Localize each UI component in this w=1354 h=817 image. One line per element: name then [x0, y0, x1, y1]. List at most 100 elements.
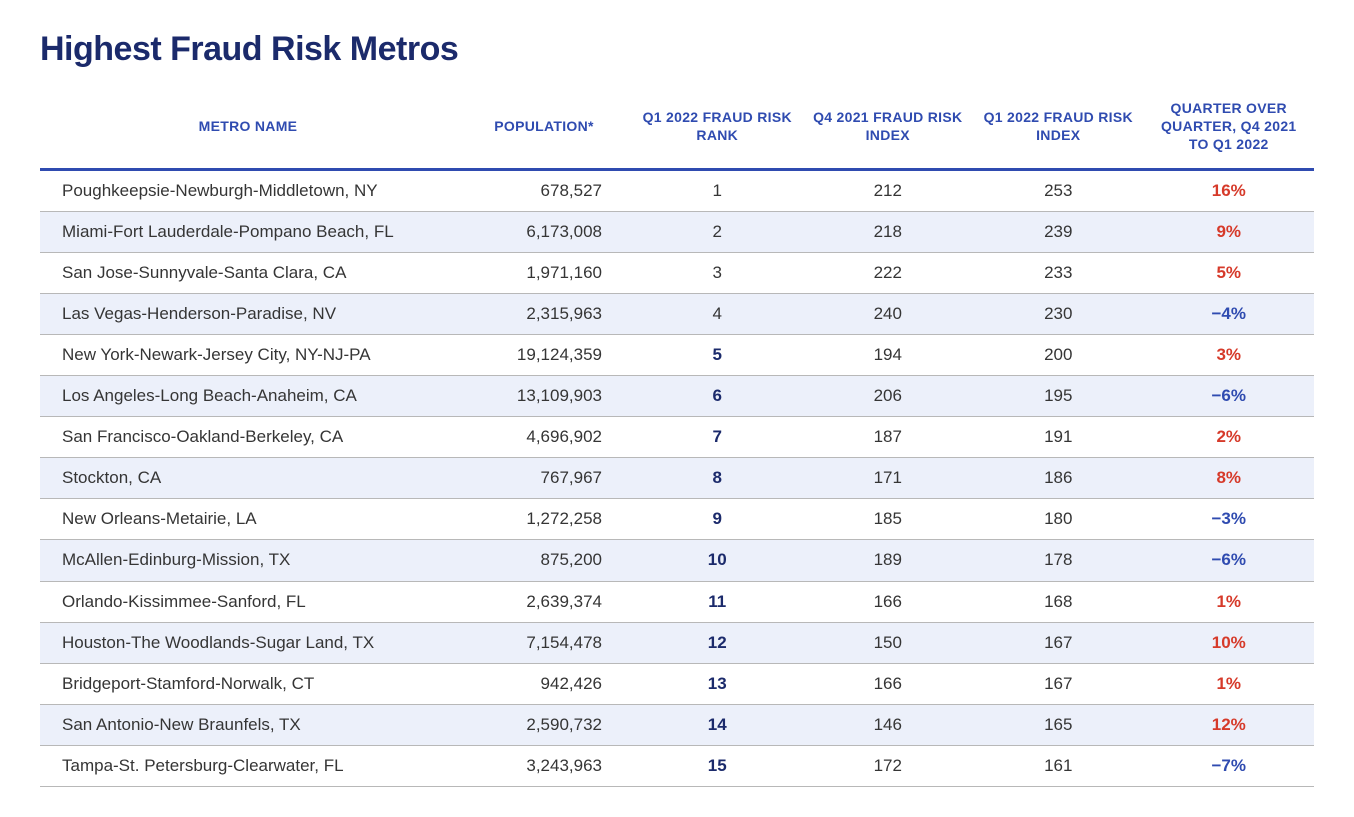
- rank-cell: 8: [632, 458, 803, 499]
- rank-cell: 4: [632, 293, 803, 334]
- q4-2021-cell: 171: [803, 458, 974, 499]
- metro-cell: New York-Newark-Jersey City, NY-NJ-PA: [40, 334, 456, 375]
- metro-cell: Stockton, CA: [40, 458, 456, 499]
- table-row: Houston-The Woodlands-Sugar Land, TX7,15…: [40, 622, 1314, 663]
- q1-2022-cell: 253: [973, 169, 1144, 211]
- table-row: Poughkeepsie-Newburgh-Middletown, NY678,…: [40, 169, 1314, 211]
- col-q1-2022: Q1 2022 FRAUD RISK INDEX: [973, 89, 1144, 169]
- rank-cell: 3: [632, 252, 803, 293]
- qoq-cell: 5%: [1144, 252, 1315, 293]
- qoq-cell: 10%: [1144, 622, 1315, 663]
- population-cell: 875,200: [456, 540, 632, 581]
- qoq-cell: 8%: [1144, 458, 1315, 499]
- metro-cell: Bridgeport-Stamford-Norwalk, CT: [40, 663, 456, 704]
- q1-2022-cell: 165: [973, 704, 1144, 745]
- population-cell: 1,272,258: [456, 499, 632, 540]
- q1-2022-cell: 167: [973, 663, 1144, 704]
- metro-cell: Las Vegas-Henderson-Paradise, NV: [40, 293, 456, 334]
- qoq-cell: 3%: [1144, 334, 1315, 375]
- metro-cell: Orlando-Kissimmee-Sanford, FL: [40, 581, 456, 622]
- rank-cell: 6: [632, 376, 803, 417]
- col-population: POPULATION*: [456, 89, 632, 169]
- q1-2022-cell: 191: [973, 417, 1144, 458]
- rank-cell: 13: [632, 663, 803, 704]
- qoq-cell: 12%: [1144, 704, 1315, 745]
- population-cell: 1,971,160: [456, 252, 632, 293]
- qoq-cell: 16%: [1144, 169, 1315, 211]
- table-row: Miami-Fort Lauderdale-Pompano Beach, FL6…: [40, 211, 1314, 252]
- q4-2021-cell: 189: [803, 540, 974, 581]
- q4-2021-cell: 206: [803, 376, 974, 417]
- table-row: San Jose-Sunnyvale-Santa Clara, CA1,971,…: [40, 252, 1314, 293]
- table-row: McAllen-Edinburg-Mission, TX875,20010189…: [40, 540, 1314, 581]
- population-cell: 942,426: [456, 663, 632, 704]
- population-cell: 6,173,008: [456, 211, 632, 252]
- rank-cell: 12: [632, 622, 803, 663]
- qoq-cell: −7%: [1144, 745, 1315, 786]
- q1-2022-cell: 168: [973, 581, 1144, 622]
- q1-2022-cell: 195: [973, 376, 1144, 417]
- q4-2021-cell: 150: [803, 622, 974, 663]
- table-row: San Antonio-New Braunfels, TX2,590,732 14…: [40, 704, 1314, 745]
- metro-cell: Miami-Fort Lauderdale-Pompano Beach, FL: [40, 211, 456, 252]
- fraud-risk-table: METRO NAME POPULATION* Q1 2022 FRAUD RIS…: [40, 89, 1314, 787]
- q4-2021-cell: 187: [803, 417, 974, 458]
- population-cell: 2,315,963: [456, 293, 632, 334]
- population-cell: 678,527: [456, 169, 632, 211]
- q1-2022-cell: 178: [973, 540, 1144, 581]
- q1-2022-cell: 167: [973, 622, 1144, 663]
- metro-cell: McAllen-Edinburg-Mission, TX: [40, 540, 456, 581]
- q4-2021-cell: 185: [803, 499, 974, 540]
- col-rank: Q1 2022 FRAUD RISK RANK: [632, 89, 803, 169]
- rank-cell: 7: [632, 417, 803, 458]
- rank-cell: 2: [632, 211, 803, 252]
- qoq-cell: −4%: [1144, 293, 1315, 334]
- table-row: Tampa-St. Petersburg-Clearwater, FL3,243…: [40, 745, 1314, 786]
- q4-2021-cell: 194: [803, 334, 974, 375]
- q1-2022-cell: 161: [973, 745, 1144, 786]
- metro-cell: Poughkeepsie-Newburgh-Middletown, NY: [40, 169, 456, 211]
- population-cell: 2,590,732: [456, 704, 632, 745]
- qoq-cell: 1%: [1144, 663, 1315, 704]
- q4-2021-cell: 166: [803, 581, 974, 622]
- qoq-cell: 9%: [1144, 211, 1315, 252]
- population-cell: 13,109,903: [456, 376, 632, 417]
- table-row: Orlando-Kissimmee-Sanford, FL2,639,37411…: [40, 581, 1314, 622]
- metro-cell: San Antonio-New Braunfels, TX: [40, 704, 456, 745]
- qoq-cell: −3%: [1144, 499, 1315, 540]
- q4-2021-cell: 172: [803, 745, 974, 786]
- q4-2021-cell: 218: [803, 211, 974, 252]
- table-row: Bridgeport-Stamford-Norwalk, CT942,42613…: [40, 663, 1314, 704]
- metro-cell: Tampa-St. Petersburg-Clearwater, FL: [40, 745, 456, 786]
- rank-cell: 10: [632, 540, 803, 581]
- population-cell: 4,696,902: [456, 417, 632, 458]
- table-row: Las Vegas-Henderson-Paradise, NV2,315,96…: [40, 293, 1314, 334]
- rank-cell: 1: [632, 169, 803, 211]
- rank-cell: 11: [632, 581, 803, 622]
- qoq-cell: −6%: [1144, 540, 1315, 581]
- table-header-row: METRO NAME POPULATION* Q1 2022 FRAUD RIS…: [40, 89, 1314, 169]
- q1-2022-cell: 186: [973, 458, 1144, 499]
- population-cell: 3,243,963: [456, 745, 632, 786]
- q4-2021-cell: 166: [803, 663, 974, 704]
- table-row: San Francisco-Oakland-Berkeley, CA4,696,…: [40, 417, 1314, 458]
- qoq-cell: 1%: [1144, 581, 1315, 622]
- qoq-cell: 2%: [1144, 417, 1315, 458]
- table-row: New York-Newark-Jersey City, NY-NJ-PA19,…: [40, 334, 1314, 375]
- page-title: Highest Fraud Risk Metros: [40, 30, 1314, 69]
- q1-2022-cell: 200: [973, 334, 1144, 375]
- metro-cell: San Jose-Sunnyvale-Santa Clara, CA: [40, 252, 456, 293]
- q4-2021-cell: 240: [803, 293, 974, 334]
- q4-2021-cell: 146: [803, 704, 974, 745]
- metro-cell: San Francisco-Oakland-Berkeley, CA: [40, 417, 456, 458]
- population-cell: 7,154,478: [456, 622, 632, 663]
- q1-2022-cell: 230: [973, 293, 1144, 334]
- q1-2022-cell: 233: [973, 252, 1144, 293]
- q4-2021-cell: 222: [803, 252, 974, 293]
- table-row: Los Angeles-Long Beach-Anaheim, CA13,109…: [40, 376, 1314, 417]
- metro-cell: New Orleans-Metairie, LA: [40, 499, 456, 540]
- col-q4-2021: Q4 2021 FRAUD RISK INDEX: [803, 89, 974, 169]
- population-cell: 2,639,374: [456, 581, 632, 622]
- q1-2022-cell: 180: [973, 499, 1144, 540]
- qoq-cell: −6%: [1144, 376, 1315, 417]
